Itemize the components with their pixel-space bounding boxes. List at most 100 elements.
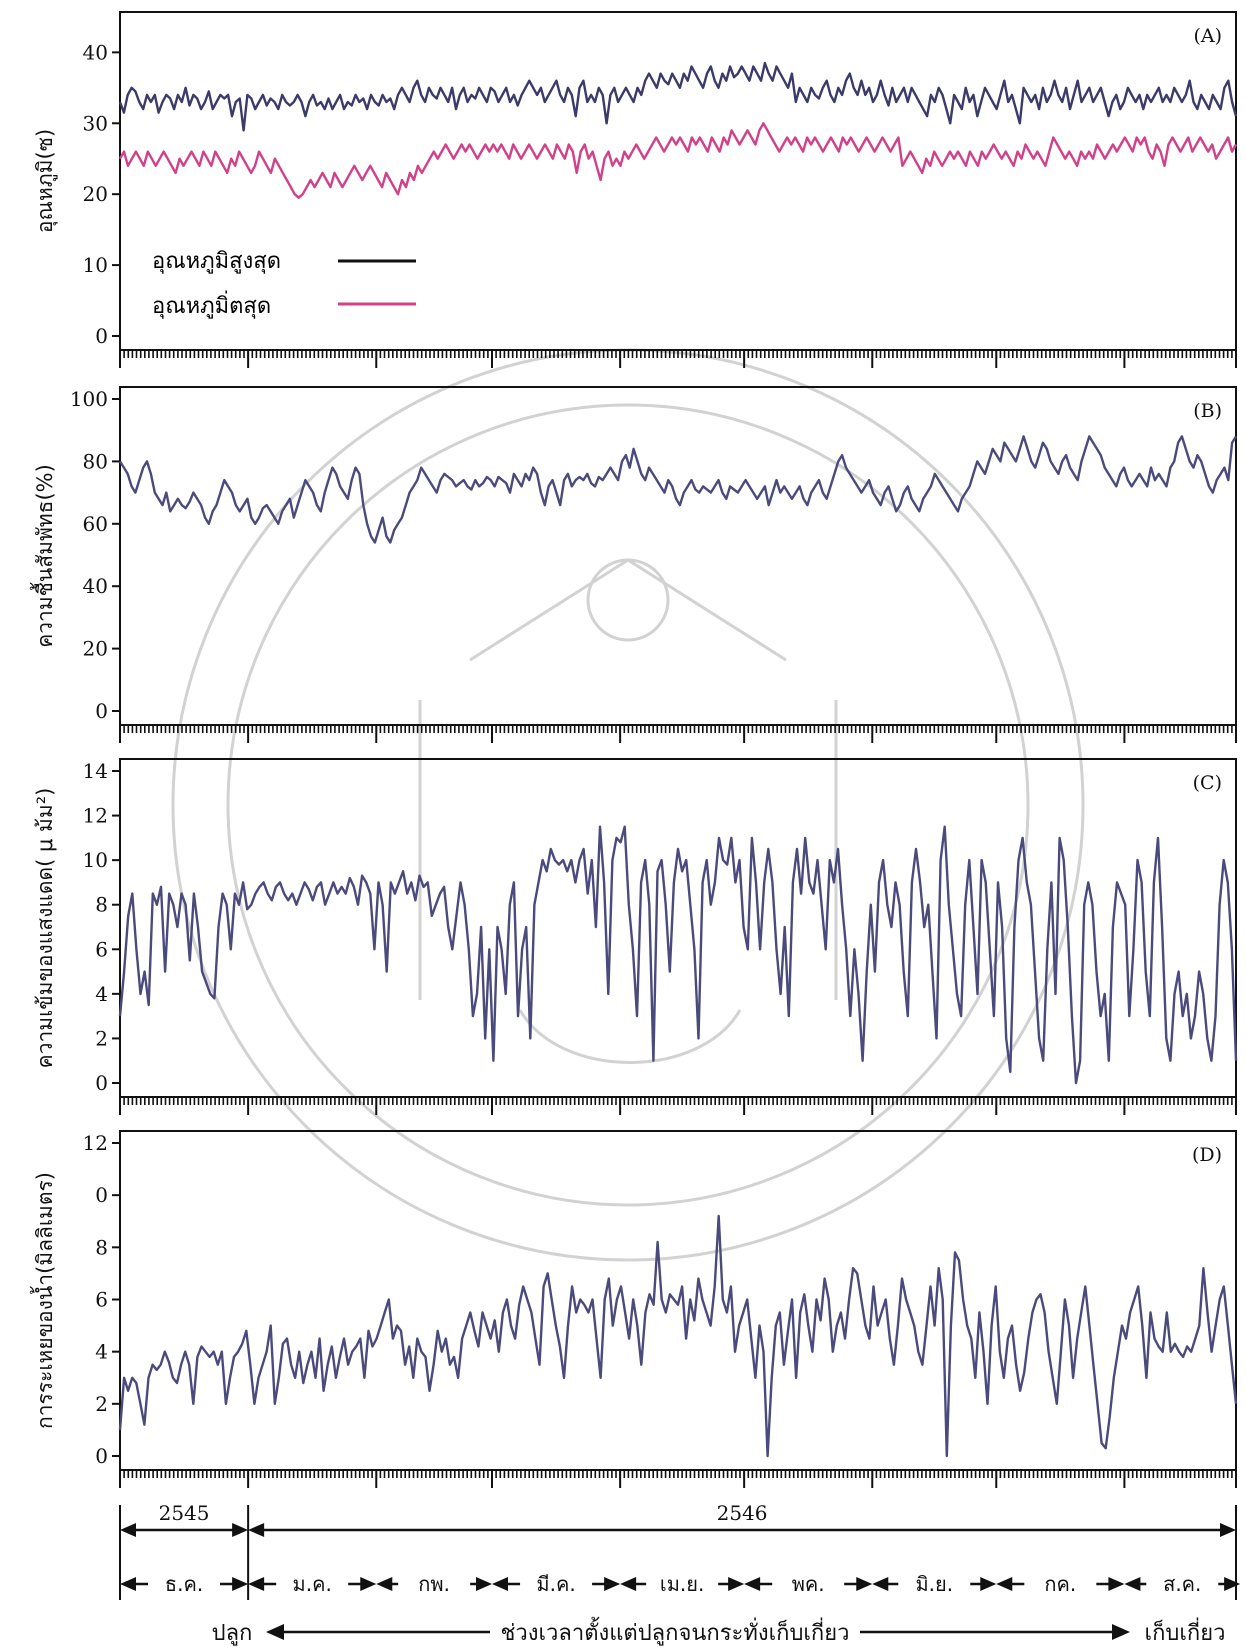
month-arrow-3-head-right bbox=[604, 1577, 621, 1591]
panel-b: 0 20 40 60 80 100 (B) ความชื้นสัมพัทธ(%) bbox=[30, 386, 1238, 743]
panel-c: 0 2 4 6 8 10 12 14 (C) ความเข้มของแสงแดด( μ ม้ม²) bbox=[33, 758, 1238, 1115]
y-tick-label: 2 bbox=[95, 1026, 108, 1050]
period-arrow-head-right bbox=[1112, 1624, 1130, 1640]
year-2546-label: 2546 bbox=[717, 1501, 768, 1525]
y-axis-label: อุณหภูมิ(ซ) bbox=[33, 129, 58, 233]
period-label: ช่วงเวลาตั้งแต่ปลูกจนกระทั่งเก็บเกี่ยว bbox=[500, 1617, 849, 1646]
x-day-ticks bbox=[119, 725, 1237, 733]
period-arrow-head-left bbox=[266, 1624, 284, 1640]
y-tick-label: 0 bbox=[95, 1444, 108, 1468]
month-arrow-7-head-left bbox=[996, 1577, 1013, 1591]
month-label-bg bbox=[398, 1570, 471, 1598]
series-line-c-0 bbox=[118, 825, 1238, 1085]
month-arrow-8-head-right bbox=[1224, 1577, 1241, 1591]
y-tick-label: 0 bbox=[95, 699, 108, 723]
y-axis-label: ความเข้มของแสงแดด( μ ม้ม²) bbox=[33, 788, 57, 1069]
month-arrow-8-head-left bbox=[1124, 1577, 1141, 1591]
series-line-a-1 bbox=[118, 122, 1238, 199]
month-label: ส.ค. bbox=[1163, 1572, 1201, 1596]
y-tick-label: 0 bbox=[95, 1071, 108, 1095]
month-arrow-4-head-right bbox=[728, 1577, 745, 1591]
month-label-bg bbox=[898, 1570, 971, 1598]
month-label: ม.ค. bbox=[293, 1572, 332, 1596]
panel-a: 0 10 20 30 40 (A) อุณหภูมิ(ซ) bbox=[33, 11, 1238, 368]
month-label-bg bbox=[1146, 1570, 1219, 1598]
y-tick-label: 80 bbox=[83, 449, 108, 473]
year-2546-arrow-head-right bbox=[1220, 1523, 1236, 1537]
y-tick-label: 10 bbox=[83, 848, 108, 872]
month-label: พค. bbox=[792, 1572, 825, 1596]
legend: อุณหภูมิสูงสุด อุณหภูมิ่ตสุด bbox=[152, 249, 416, 319]
y-tick-label: 60 bbox=[83, 512, 108, 536]
month-arrow-4-head-left bbox=[620, 1577, 637, 1591]
x-day-ticks bbox=[119, 1470, 1237, 1478]
month-arrow-2-head-left bbox=[376, 1577, 393, 1591]
month-label-bg bbox=[276, 1570, 349, 1598]
month-arrow-7-head-right bbox=[1108, 1577, 1125, 1591]
x-day-ticks bbox=[119, 1097, 1237, 1105]
y-tick-label: 12 bbox=[83, 804, 108, 828]
x-day-ticks bbox=[119, 350, 1237, 358]
y-tick-label: 10 bbox=[83, 253, 108, 277]
month-arrow-6-head-left bbox=[872, 1577, 889, 1591]
series-line-b-0 bbox=[118, 435, 1238, 544]
month-label: กพ. bbox=[418, 1572, 450, 1596]
month-label: กค. bbox=[1044, 1572, 1076, 1596]
y-tick-label: 8 bbox=[95, 1235, 108, 1259]
month-arrow-0-head-right bbox=[232, 1577, 249, 1591]
month-label: เม.ย. bbox=[660, 1572, 704, 1596]
y-tick-label: 6 bbox=[95, 937, 108, 961]
y-tick-label: 20 bbox=[83, 637, 108, 661]
month-arrow-1-head-left bbox=[248, 1577, 265, 1591]
y-tick-label: 100 bbox=[70, 387, 108, 411]
panel-tag: (A) bbox=[1193, 25, 1222, 47]
month-label: มี.ค. bbox=[536, 1572, 575, 1596]
y-tick-label: 20 bbox=[83, 182, 108, 206]
harvest-label: เก็บเกี่ยว bbox=[1145, 1617, 1226, 1646]
y-tick-label: 8 bbox=[95, 893, 108, 917]
year-2545-arrow-head-right bbox=[232, 1523, 249, 1537]
series-line-a-0 bbox=[118, 61, 1238, 132]
month-label-bg bbox=[772, 1570, 845, 1598]
series-line-d-0 bbox=[118, 1214, 1238, 1458]
month-arrow-6-head-right bbox=[980, 1577, 997, 1591]
month-arrow-2-head-right bbox=[476, 1577, 492, 1591]
month-arrow-0-head-left bbox=[120, 1577, 136, 1591]
y-tick-label: 40 bbox=[83, 574, 108, 598]
period-label-bg bbox=[490, 1610, 860, 1650]
month-label: มิ.ย. bbox=[915, 1572, 953, 1596]
month-label-bg bbox=[148, 1570, 221, 1598]
y-tick-label: 0 bbox=[95, 1183, 108, 1207]
timeline: 2545 2546 ธ.ค. ม.ค. กพ. มี.ค. เม.ย. พค. มิ.ย. กค.… bbox=[119, 1501, 1241, 1650]
y-axis-label: การระเหยของน้ำ(มิลลิเมตร) bbox=[30, 1172, 57, 1429]
y-tick-label: 40 bbox=[83, 40, 108, 64]
legend-tmin-label: อุณหภูมิ่ตสุด bbox=[152, 290, 271, 319]
year-2546-arrow-head-left bbox=[248, 1523, 265, 1537]
y-tick-label: 2 bbox=[95, 1392, 108, 1416]
panel-tag: (C) bbox=[1193, 772, 1222, 794]
month-label-bg bbox=[646, 1570, 719, 1598]
panel-d: 0 2 4 6 8 0 12 (D) การระเหยของน้ำ(มิลลิเมตร) bbox=[30, 1130, 1238, 1488]
y-tick-label: 12 bbox=[83, 1131, 108, 1155]
month-label: ธ.ค. bbox=[165, 1572, 203, 1596]
month-label-bg bbox=[1024, 1570, 1097, 1598]
y-tick-label: 30 bbox=[83, 111, 108, 135]
y-tick-label: 14 bbox=[83, 759, 108, 783]
y-axis-label: ความชื้นสัมพัทธ(%) bbox=[30, 464, 57, 648]
month-arrow-5-head-right bbox=[856, 1577, 873, 1591]
panel-frame bbox=[119, 386, 1237, 726]
month-label-bg bbox=[520, 1570, 593, 1598]
month-arrow-3-head-left bbox=[492, 1577, 508, 1591]
year-2545-label: 2545 bbox=[159, 1501, 210, 1525]
y-tick-label: 0 bbox=[95, 324, 108, 348]
y-tick-label: 6 bbox=[95, 1288, 108, 1312]
legend-tmax-label: อุณหภูมิสูงสุด bbox=[152, 249, 281, 274]
panel-tag: (D) bbox=[1192, 1144, 1222, 1166]
year-2545-arrow-head-left bbox=[120, 1523, 136, 1537]
plant-label: ปลูก bbox=[212, 1621, 253, 1646]
month-arrow-5-head-left bbox=[744, 1577, 761, 1591]
y-tick-label: 4 bbox=[95, 982, 108, 1006]
panel-tag: (B) bbox=[1193, 400, 1222, 422]
month-arrow-1-head-right bbox=[360, 1577, 377, 1591]
